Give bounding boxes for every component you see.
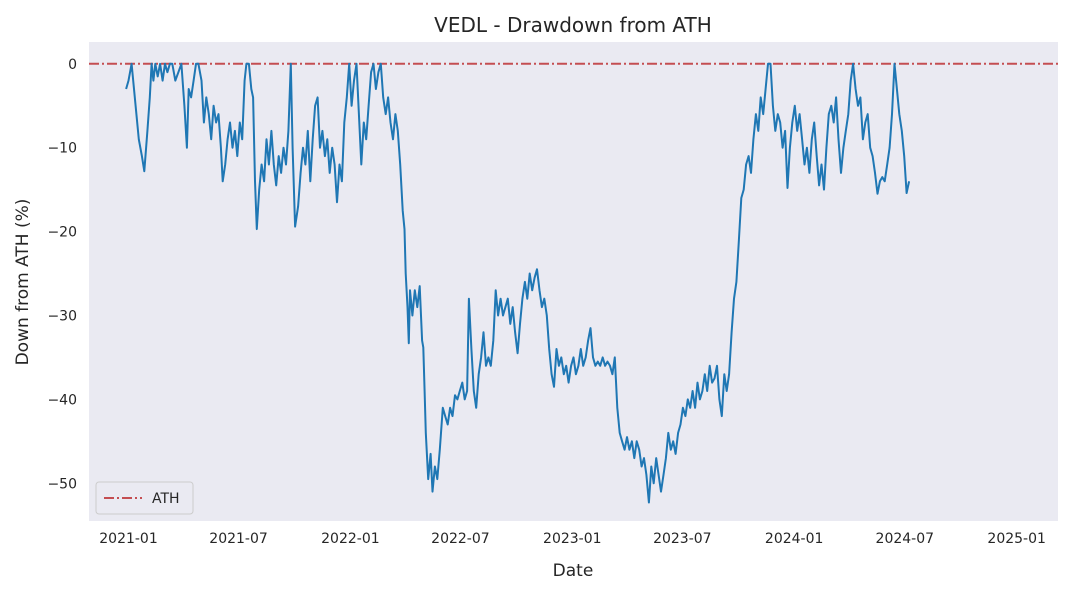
x-axis-ticks: 2021-01 2021-07 2022-01 2022-07 2023-01 2023-… <box>99 531 1046 547</box>
x-tick-label: 2025-01 <box>987 531 1046 547</box>
y-axis-label: Down from ATH (%) <box>13 199 33 366</box>
drawdown-series-line <box>125 62 911 504</box>
x-tick-label: 2021-01 <box>99 531 158 547</box>
y-tick-label: −50 <box>47 476 77 492</box>
x-tick-label: 2023-01 <box>543 531 602 547</box>
legend-box <box>95 481 194 515</box>
legend-ath-label: ATH <box>152 491 180 507</box>
plot-area <box>89 42 1058 521</box>
legend: ATH <box>95 481 194 515</box>
x-tick-label: 2024-01 <box>765 531 824 547</box>
x-tick-label: 2022-01 <box>321 531 380 547</box>
y-tick-label: −10 <box>47 141 77 157</box>
x-tick-label: 2021-07 <box>209 531 268 547</box>
y-tick-label: −30 <box>47 308 77 324</box>
x-tick-label: 2024-07 <box>876 531 935 547</box>
x-tick-label: 2023-07 <box>653 531 712 547</box>
y-tick-label: −40 <box>47 392 77 408</box>
y-tick-label: −20 <box>47 225 77 241</box>
chart-title: VEDL - Drawdown from ATH <box>434 13 712 37</box>
x-axis-label: Date <box>553 561 594 581</box>
y-axis-ticks: 0 −10 −20 −30 −40 −50 <box>47 57 77 492</box>
y-tick-label: 0 <box>68 57 77 73</box>
x-tick-label: 2022-07 <box>431 531 490 547</box>
